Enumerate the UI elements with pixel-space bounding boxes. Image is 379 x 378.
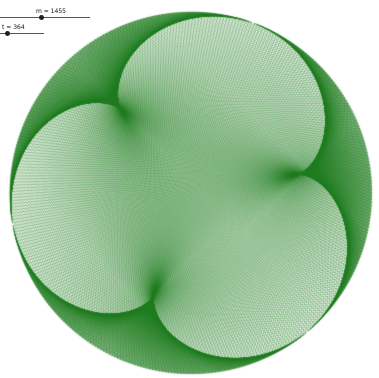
slider-m-track[interactable]	[0, 17, 90, 18]
slider-t-handle[interactable]	[4, 31, 10, 36]
slider-t-track[interactable]	[0, 33, 44, 34]
slider-t[interactable]: t = 364	[0, 24, 44, 36]
slider-m[interactable]: m = 1455	[0, 8, 90, 20]
slider-t-label: t = 364	[2, 24, 25, 31]
slider-m-label: m = 1455	[36, 8, 66, 15]
slider-m-handle[interactable]	[38, 15, 44, 20]
